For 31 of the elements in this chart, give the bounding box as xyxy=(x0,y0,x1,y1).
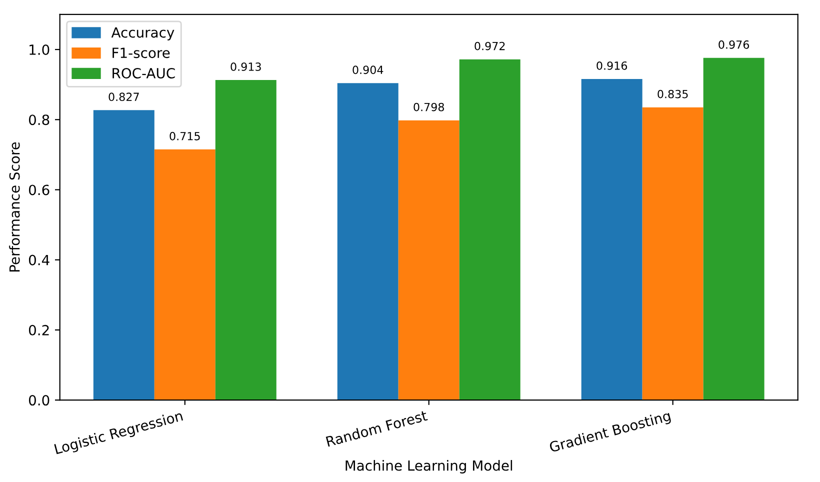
bar xyxy=(93,110,154,400)
y-tick-label: 0.4 xyxy=(28,254,50,266)
data-label: 0.835 xyxy=(658,90,688,98)
data-label: 0.916 xyxy=(596,61,628,70)
bar xyxy=(398,120,460,400)
y-tick-label: 0.0 xyxy=(28,395,50,406)
legend-label: Accuracy xyxy=(111,27,174,40)
y-tick-label: 0.8 xyxy=(28,114,50,126)
bar xyxy=(642,107,704,400)
data-label: 0.798 xyxy=(414,102,444,112)
y-tick-label: 1.0 xyxy=(30,44,50,55)
data-label: 0.913 xyxy=(230,62,261,71)
data-label: 0.976 xyxy=(718,40,750,49)
legend-label: ROC-AUC xyxy=(112,68,175,78)
bar xyxy=(215,80,276,400)
y-tick-label: 0.6 xyxy=(28,184,50,196)
y-tick-label: 0.2 xyxy=(28,324,49,336)
bar xyxy=(581,78,642,400)
data-label: 0.827 xyxy=(108,92,139,102)
bar xyxy=(337,83,398,400)
x-tick-label: Gradient Boosting xyxy=(548,410,672,456)
data-label: 0.904 xyxy=(352,66,384,74)
x-axis-title: Machine Learning Model xyxy=(346,460,512,474)
bar xyxy=(703,58,764,400)
legend-label: F1-score xyxy=(112,48,170,58)
y-axis-title: Performance Score xyxy=(9,142,20,272)
bar xyxy=(459,59,520,400)
x-tick-label: Random Forest xyxy=(326,410,428,447)
bar xyxy=(154,149,216,400)
data-label: 0.715 xyxy=(170,132,200,140)
data-label: 0.972 xyxy=(474,42,505,50)
